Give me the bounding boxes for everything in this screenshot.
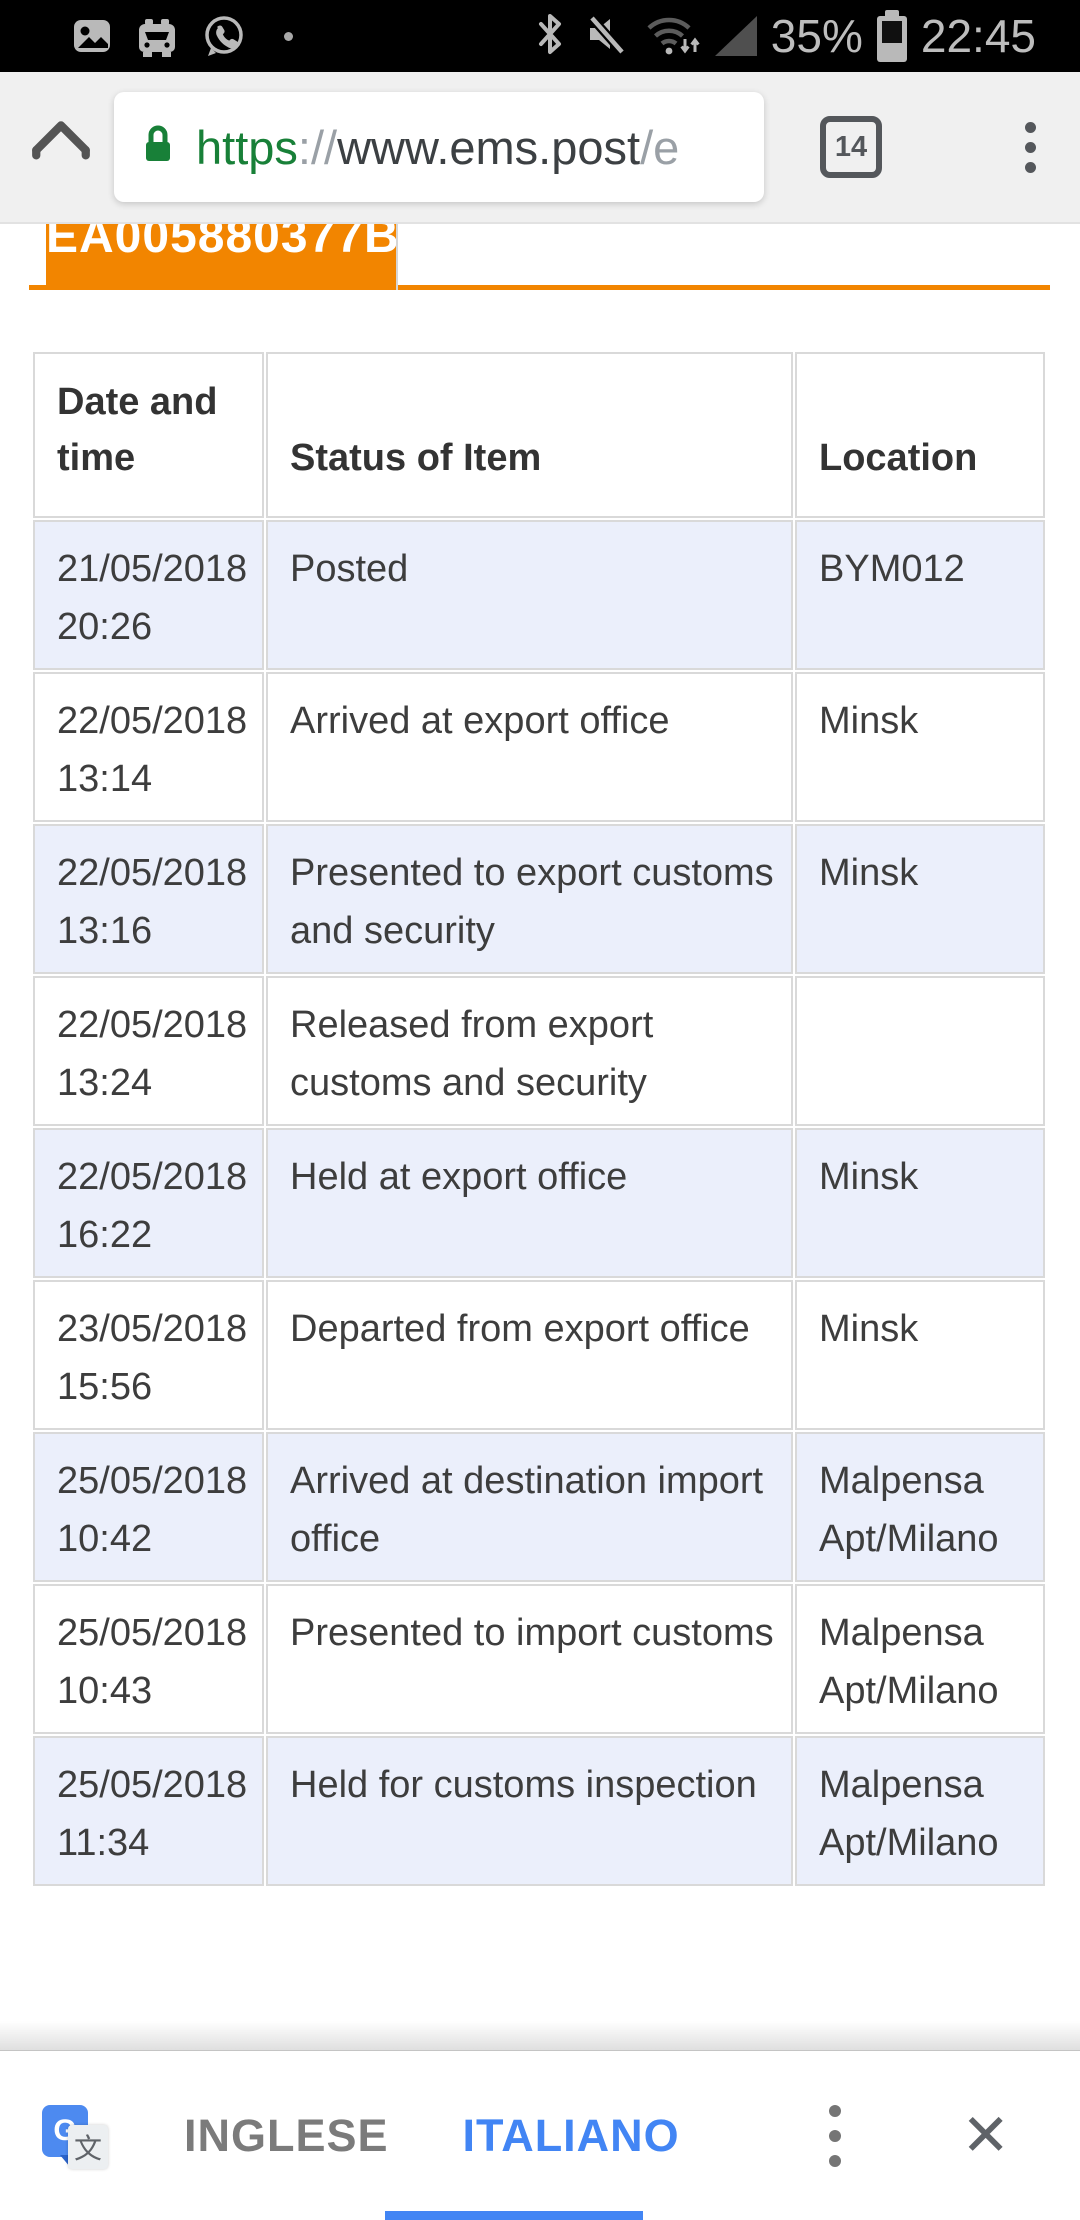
cell-signal-icon bbox=[714, 16, 757, 56]
cell-status: Posted bbox=[266, 520, 793, 670]
bluetooth-icon bbox=[531, 10, 569, 63]
translate-menu-button[interactable] bbox=[821, 2097, 849, 2175]
status-bar: 35% 22:45 bbox=[0, 0, 1080, 72]
cell-location: Minsk bbox=[795, 672, 1045, 822]
browser-menu-button[interactable] bbox=[1009, 112, 1052, 183]
battery-percent-label: 35% bbox=[770, 10, 863, 62]
clock-label: 22:45 bbox=[920, 10, 1036, 62]
col-header-status: Status of Item bbox=[266, 352, 793, 518]
table-row: 22/05/2018 16:22 Held at export office Mi… bbox=[33, 1128, 1045, 1278]
cell-datetime: 21/05/2018 20:26 bbox=[33, 520, 264, 670]
cell-status: Presented to import customs bbox=[266, 1584, 793, 1734]
target-language-tab[interactable]: ITALIANO bbox=[462, 2109, 680, 2161]
cell-datetime: 25/05/2018 10:42 bbox=[33, 1432, 264, 1582]
cell-location: BYM012 bbox=[795, 520, 1045, 670]
cell-status: Presented to export customs and security bbox=[266, 824, 793, 974]
wifi-icon bbox=[643, 11, 701, 62]
battery-icon bbox=[876, 10, 907, 62]
google-translate-bar: G 文 INGLESE ITALIANO ✕ bbox=[0, 2021, 1080, 2220]
table-row: 25/05/2018 11:34 Held for customs inspect… bbox=[33, 1736, 1045, 1886]
notification-dot-icon bbox=[284, 31, 293, 41]
home-icon bbox=[28, 112, 94, 183]
tab-underline bbox=[29, 285, 1050, 290]
cell-location bbox=[795, 976, 1045, 1126]
cell-status: Released from export customs and securit… bbox=[266, 976, 793, 1126]
cell-datetime: 22/05/2018 16:22 bbox=[33, 1128, 264, 1278]
table-row: 23/05/2018 15:56 Departed from export off… bbox=[33, 1280, 1045, 1430]
tab-count-label: 14 bbox=[834, 130, 868, 163]
gallery-icon bbox=[72, 16, 112, 56]
cell-location: Minsk bbox=[795, 1128, 1045, 1278]
home-button[interactable] bbox=[26, 112, 96, 183]
col-header-date: Date and time bbox=[33, 352, 264, 518]
mute-icon bbox=[583, 11, 629, 62]
cell-status: Held at export office bbox=[266, 1128, 793, 1278]
cell-location: Malpensa Apt/Milano bbox=[795, 1736, 1045, 1886]
cell-datetime: 22/05/2018 13:14 bbox=[33, 672, 264, 822]
url-bar[interactable]: https://www.ems.post/e bbox=[114, 92, 764, 202]
table-row: 22/05/2018 13:24 Released from export cus… bbox=[33, 976, 1045, 1126]
tab-switcher-button[interactable]: 14 bbox=[820, 116, 882, 178]
cell-datetime: 25/05/2018 10:43 bbox=[33, 1584, 264, 1734]
table-row: 25/05/2018 10:42 Arrived at destination i… bbox=[33, 1432, 1045, 1582]
cell-status: Arrived at destination import office bbox=[266, 1432, 793, 1582]
cell-datetime: 22/05/2018 13:16 bbox=[33, 824, 264, 974]
tracking-number-tab[interactable]: EA005880377BY bbox=[46, 224, 398, 290]
table-header-row: Date and time Status of Item Location bbox=[33, 352, 1045, 518]
cell-location: Minsk bbox=[795, 824, 1045, 974]
browser-toolbar: https://www.ems.post/e 14 bbox=[0, 72, 1080, 224]
cell-status: Arrived at export office bbox=[266, 672, 793, 822]
table-row: 25/05/2018 10:43 Presented to import cust… bbox=[33, 1584, 1045, 1734]
table-row: 22/05/2018 13:16 Presented to export cust… bbox=[33, 824, 1045, 974]
tracking-table: Date and time Status of Item Location 21… bbox=[31, 350, 1047, 1888]
url-text: https://www.ems.post/e bbox=[196, 120, 680, 174]
cell-datetime: 22/05/2018 13:24 bbox=[33, 976, 264, 1126]
cell-status: Departed from export office bbox=[266, 1280, 793, 1430]
whatsapp-icon bbox=[202, 14, 246, 58]
tracking-table-wrapper: Date and time Status of Item Location 21… bbox=[31, 350, 1047, 1888]
cell-datetime: 25/05/2018 11:34 bbox=[33, 1736, 264, 1886]
tracking-number-label: EA005880377BY bbox=[46, 224, 398, 263]
source-language-tab[interactable]: INGLESE bbox=[184, 2109, 389, 2161]
cell-location: Minsk bbox=[795, 1280, 1045, 1430]
cell-location: Malpensa Apt/Milano bbox=[795, 1584, 1045, 1734]
col-header-location: Location bbox=[795, 352, 1045, 518]
table-row: 21/05/2018 20:26 Posted BYM012 bbox=[33, 520, 1045, 670]
car-mode-icon bbox=[136, 15, 178, 57]
tracking-table-body: 21/05/2018 20:26 Posted BYM012 22/05/2018… bbox=[33, 520, 1045, 1886]
table-row: 22/05/2018 13:14 Arrived at export office… bbox=[33, 672, 1045, 822]
bottom-action-button[interactable] bbox=[385, 2211, 643, 2220]
cell-status: Held for customs inspection bbox=[266, 1736, 793, 1886]
cell-datetime: 23/05/2018 15:56 bbox=[33, 1280, 264, 1430]
close-icon[interactable]: ✕ bbox=[961, 2102, 1010, 2168]
web-page-content: EA005880377BY Date and time Status of It… bbox=[0, 224, 1080, 2050]
cell-location: Malpensa Apt/Milano bbox=[795, 1432, 1045, 1582]
google-translate-icon: G 文 bbox=[42, 2103, 108, 2169]
secure-lock-icon bbox=[140, 121, 176, 174]
